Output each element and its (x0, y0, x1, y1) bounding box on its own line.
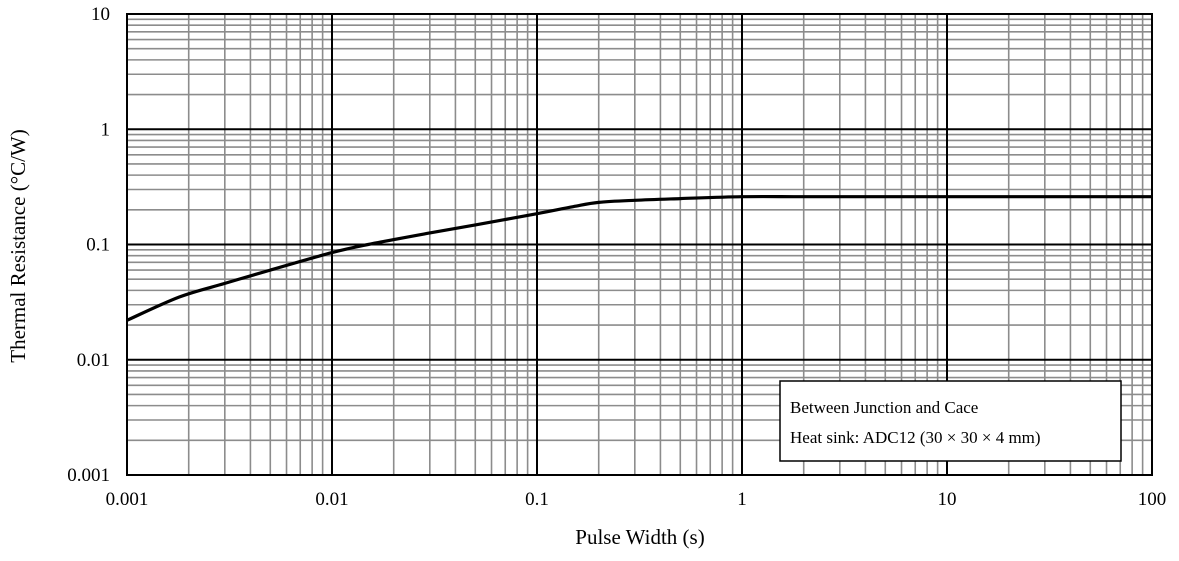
annotation-frame (779, 380, 1122, 462)
y-tick-label: 1 (101, 119, 111, 140)
y-tick-label: 0.001 (67, 465, 110, 486)
x-tick-label: 0.001 (106, 489, 149, 510)
y-tick-label: 0.01 (77, 350, 110, 371)
x-tick-label: 0.1 (525, 489, 549, 510)
series-layer (126, 194, 1152, 322)
y-axis-title: Thermal Resistance (°C/W) (6, 129, 30, 362)
x-tick-label: 1 (737, 489, 747, 510)
y-tick-label: 10 (91, 4, 110, 25)
x-tick-label: 100 (1138, 489, 1167, 510)
x-tick-label: 0.01 (315, 489, 348, 510)
annotation-line-1: Between Junction and Cace (790, 398, 978, 417)
y-tick-label: 0.1 (86, 235, 110, 256)
annotation-line-2: Heat sink: ADC12 (30 × 30 × 4 mm) (790, 428, 1041, 447)
y-tick-labels: 0.001 0.01 0.1 1 10 (67, 4, 110, 486)
x-tick-label: 10 (938, 489, 957, 510)
x-tick-labels: 0.001 0.01 0.1 1 10 100 (106, 489, 1167, 510)
major-grid (127, 14, 1152, 475)
thermal-resistance-curve (126, 194, 1152, 322)
x-axis-title: Pulse Width (s) (575, 525, 704, 549)
annotation-box: Between Junction and Cace Heat sink: ADC… (779, 380, 1122, 462)
plot-frame (126, 13, 1153, 476)
